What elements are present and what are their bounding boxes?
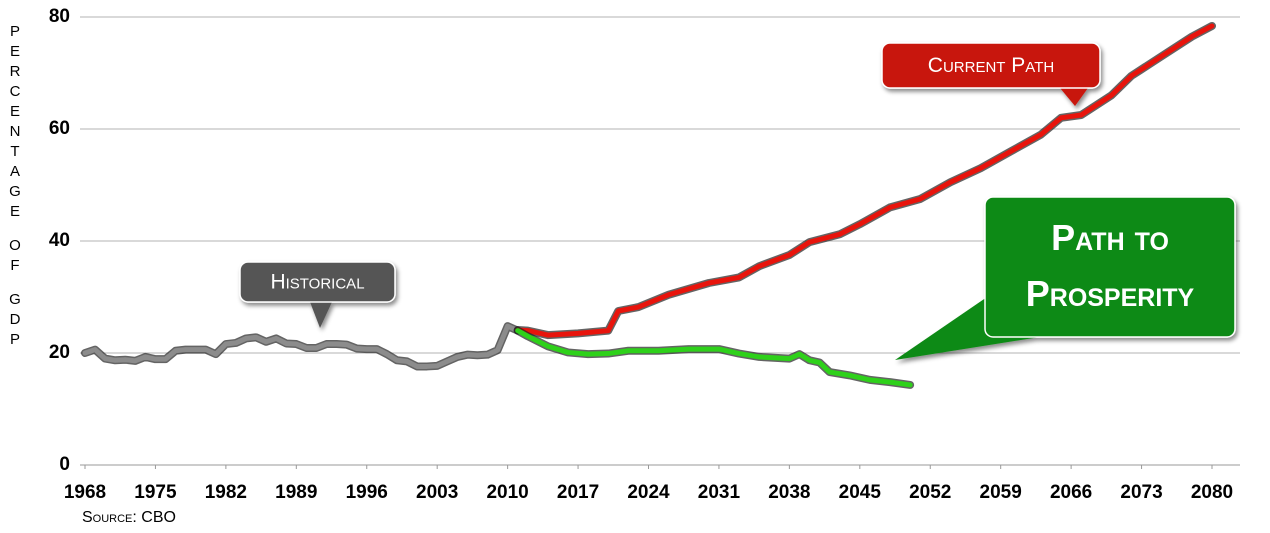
callout: [895, 196, 1236, 360]
series-line: [515, 23, 1215, 338]
x-tick-label: 2066: [1050, 482, 1092, 503]
x-tick-label: 2010: [486, 482, 528, 503]
y-tick-label: 40: [49, 230, 70, 251]
y-tick-label: 80: [49, 6, 70, 27]
x-tick-label: 2080: [1191, 482, 1233, 503]
x-tick-label: 1982: [205, 482, 247, 503]
series-line: [515, 328, 913, 388]
callout-box: [984, 196, 1236, 338]
x-tick-label: 1996: [346, 482, 388, 503]
callout-label: Path to Prosperity: [1026, 217, 1195, 314]
callout-box: [881, 42, 1101, 89]
callout-label: Historical: [270, 271, 364, 294]
x-tick-label: 1989: [275, 482, 317, 503]
x-tick-label: 2031: [698, 482, 741, 503]
x-tick-label: 1975: [134, 482, 177, 503]
x-tick-label: 2073: [1120, 482, 1162, 503]
callout-box: [239, 261, 396, 303]
y-tick-label: 20: [49, 342, 70, 363]
x-tick-label: 2017: [557, 482, 599, 503]
callout-pointer: [1060, 88, 1088, 106]
x-tick-label: 2038: [768, 482, 810, 503]
callout: [881, 42, 1101, 106]
x-tick-label: 2059: [980, 482, 1022, 503]
callout-label: Current Path: [928, 54, 1054, 77]
y-tick-label: 60: [49, 118, 70, 139]
series-line: [82, 323, 521, 369]
x-tick-label: 2024: [627, 482, 670, 503]
source-note: Source: CBO: [82, 509, 176, 526]
y-tick-label: 0: [59, 454, 70, 475]
x-tick-label: 2052: [909, 482, 951, 503]
x-tick-label: 2003: [416, 482, 458, 503]
x-tick-label: 1968: [64, 482, 106, 503]
callout-pointer: [310, 302, 332, 328]
x-tick-label: 2045: [839, 482, 882, 503]
callout: [239, 261, 396, 328]
